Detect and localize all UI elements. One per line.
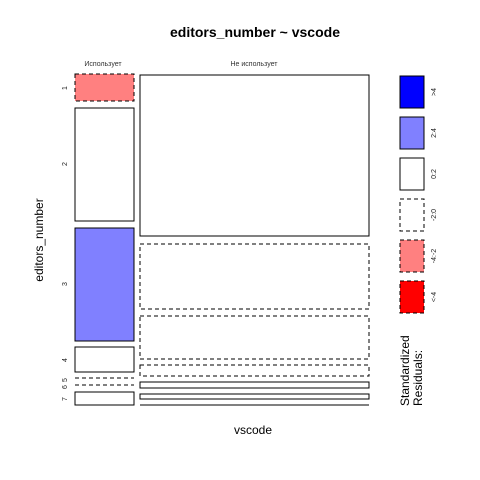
legend-swatch (399, 157, 425, 191)
legend-label: 0:2 (431, 169, 438, 179)
mosaic-cell (139, 74, 370, 237)
legend-label: -2:0 (431, 209, 438, 221)
mosaic-cell (74, 391, 135, 406)
mosaic-cell (139, 364, 370, 377)
mosaic-cell (139, 243, 370, 310)
mosaic-cells (74, 73, 370, 406)
row-tick-label: 2 (62, 162, 69, 166)
row-tick-label: 1 (62, 86, 69, 90)
y-axis-label: editors_number (32, 198, 46, 281)
x-axis-label: vscode (234, 423, 272, 437)
mosaic-cell (74, 346, 135, 373)
legend-label: >4 (431, 88, 438, 96)
row-tick-labels: 1 2 3 4 5 6 7 (62, 86, 69, 401)
row-tick-label: 7 (62, 397, 69, 401)
mosaic-cell (74, 227, 135, 342)
residuals-legend: >4 2:4 0:2 -2:0 -4:-2 <-4 (399, 75, 438, 314)
legend-title-line2: Residuals: (411, 350, 425, 406)
legend-label: <-4 (431, 292, 438, 302)
column-label-uses: Использует (84, 61, 122, 68)
legend-swatch (399, 280, 425, 314)
chart-title: editors_number ~ vscode (170, 24, 340, 40)
mosaic-cell (139, 315, 370, 360)
legend-swatch (399, 75, 425, 109)
legend-title-line1: Standardized (398, 335, 412, 406)
legend-swatch (399, 239, 425, 273)
row-tick-label: 6 (62, 385, 69, 389)
column-label-not-uses: Не использует (231, 61, 279, 68)
legend-swatch (399, 198, 425, 232)
mosaic-cell (139, 393, 370, 400)
mosaic-cell (74, 73, 135, 102)
legend-label: -4:-2 (431, 249, 438, 264)
row-tick-label: 5 (62, 378, 69, 382)
row-tick-label: 3 (62, 282, 69, 286)
row-tick-label: 4 (62, 358, 69, 362)
legend-label: 2:4 (431, 128, 438, 138)
legend-swatch (399, 116, 425, 150)
mosaic-cell (139, 381, 370, 389)
mosaic-cell (74, 107, 135, 222)
